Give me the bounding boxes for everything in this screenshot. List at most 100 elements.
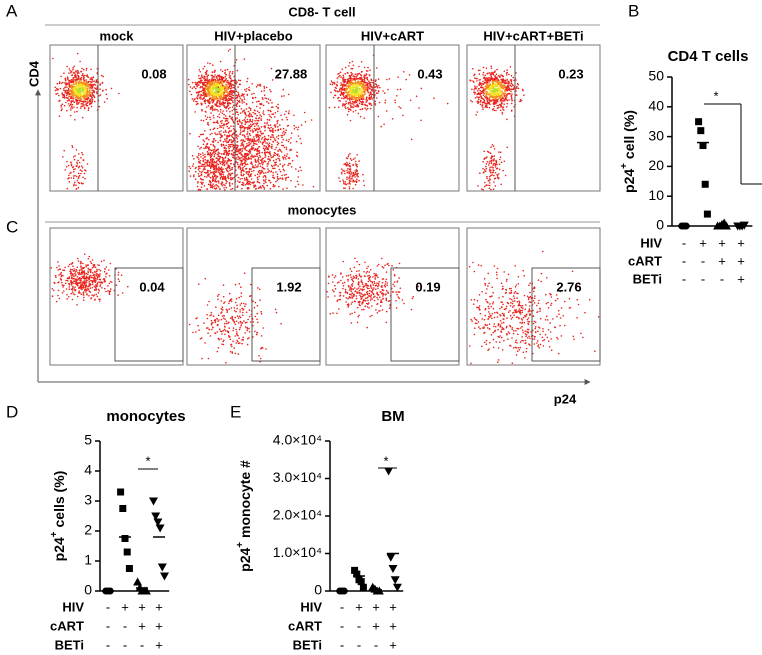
event-dot [349, 104, 352, 107]
event-dot [254, 120, 256, 122]
event-dot [61, 108, 63, 110]
event-dot [510, 102, 513, 105]
event-dot [256, 84, 259, 86]
event-dot [361, 102, 364, 104]
event-dot [408, 74, 411, 76]
event-dot [75, 184, 77, 186]
event-dot [202, 157, 204, 160]
event-dot [94, 87, 96, 89]
event-dot [237, 145, 239, 147]
event-dot [127, 285, 129, 288]
event-dot [498, 168, 501, 171]
event-dot [352, 96, 355, 98]
event-dot [508, 92, 511, 95]
event-dot [223, 80, 225, 83]
event-dot [245, 176, 248, 179]
event-dot [236, 137, 238, 140]
event-dot [264, 151, 267, 154]
event-dot [57, 289, 60, 292]
event-dot [71, 146, 74, 149]
event-dot [232, 132, 235, 135]
event-dot [258, 169, 261, 172]
event-dot [211, 140, 214, 143]
event-dot [228, 74, 231, 76]
event-dot [101, 81, 104, 84]
event-dot [258, 127, 261, 129]
event-dot [80, 103, 83, 105]
event-dot [275, 161, 277, 163]
event-dot [241, 139, 243, 141]
event-dot [275, 180, 277, 183]
event-dot [509, 84, 512, 87]
event-dot [244, 148, 246, 151]
event-dot [506, 118, 508, 121]
event-dot [391, 118, 394, 120]
event-dot [255, 143, 258, 145]
event-dot [271, 143, 273, 146]
event-dot [250, 175, 252, 177]
event-dot [236, 146, 238, 148]
event-dot [357, 173, 359, 175]
event-dot [188, 170, 190, 172]
event-dot [215, 171, 218, 173]
event-dot [254, 174, 256, 177]
event-dot [242, 110, 244, 112]
event-dot [282, 127, 285, 130]
event-dot [222, 101, 225, 103]
event-dot [255, 166, 258, 168]
event-dot [267, 109, 270, 112]
event-dot [210, 79, 213, 82]
event-dot [207, 183, 210, 186]
event-dot [219, 81, 222, 83]
event-dot [502, 96, 504, 98]
event-dot [217, 99, 219, 102]
event-dot [477, 102, 479, 105]
event-dot [343, 83, 345, 85]
event-dot [205, 78, 207, 81]
event-dot [247, 139, 249, 142]
event-dot [201, 94, 203, 97]
event-dot [65, 92, 68, 95]
event-dot [79, 60, 81, 63]
event-dot [221, 164, 224, 166]
event-dot [219, 162, 222, 165]
event-dot [284, 132, 287, 134]
event-dot [255, 124, 258, 126]
event-dot [333, 81, 336, 84]
event-dot [227, 102, 229, 104]
event-dot [225, 122, 228, 125]
event-dot [211, 77, 214, 79]
event-dot [203, 75, 205, 78]
panel-label: A [6, 1, 18, 20]
event-dot [282, 158, 285, 160]
event-dot [499, 100, 502, 102]
event-dot [346, 71, 349, 74]
event-dot [500, 83, 503, 86]
event-dot [222, 173, 224, 176]
event-dot [89, 83, 92, 85]
event-dot [496, 80, 498, 82]
event-dot [254, 125, 256, 127]
event-dot [478, 83, 481, 85]
event-dot [362, 103, 364, 106]
event-dot [209, 118, 212, 121]
event-dot [235, 94, 238, 97]
event-dot [256, 177, 259, 179]
event-dot [281, 174, 283, 177]
event-dot [201, 170, 204, 173]
event-dot [220, 85, 222, 87]
event-dot [270, 136, 273, 138]
event-dot [248, 115, 251, 118]
event-dot [206, 99, 208, 102]
event-dot [82, 176, 84, 179]
event-dot [336, 77, 339, 79]
event-dot [187, 78, 190, 81]
event-dot [209, 86, 211, 89]
event-dot [201, 152, 204, 154]
event-dot [269, 181, 272, 184]
event-dot [251, 115, 254, 118]
event-dot [259, 85, 262, 87]
event-dot [342, 179, 344, 181]
event-dot [118, 92, 120, 95]
event-dot [270, 67, 273, 70]
